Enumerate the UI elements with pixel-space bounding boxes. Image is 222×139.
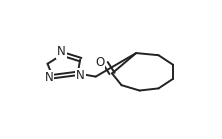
Text: O: O bbox=[95, 56, 104, 69]
Text: N: N bbox=[76, 69, 85, 82]
Text: N: N bbox=[57, 45, 66, 58]
Text: N: N bbox=[45, 71, 53, 84]
